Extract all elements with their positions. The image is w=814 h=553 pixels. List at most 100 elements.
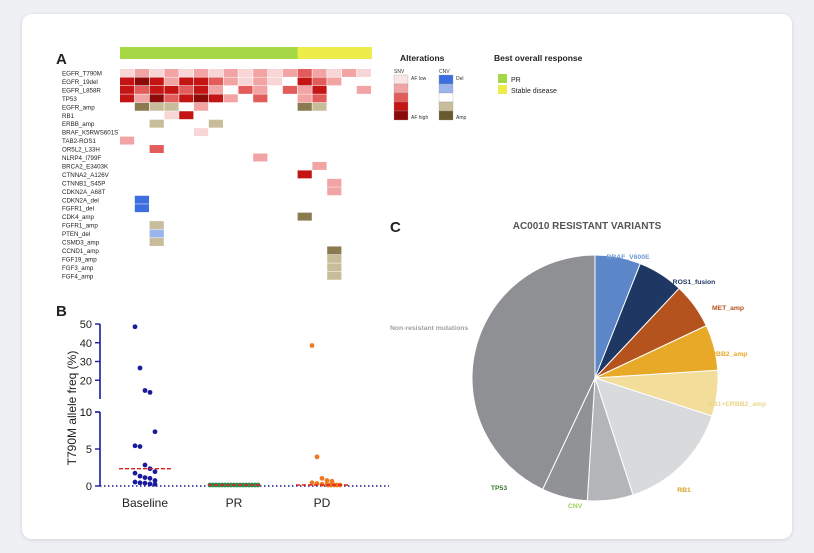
response-bar-cell xyxy=(297,47,313,59)
snv-swatch xyxy=(393,101,409,112)
data-point xyxy=(152,481,158,487)
cnv-swatch xyxy=(438,101,454,112)
data-point xyxy=(324,478,330,483)
oncoprint-cell xyxy=(194,102,209,111)
oncoprint-cell xyxy=(327,69,342,77)
oncoprint-cell xyxy=(120,85,135,94)
data-point xyxy=(137,473,143,479)
y-tick-label: 50 xyxy=(80,319,92,331)
del-label: Del xyxy=(456,76,464,82)
data-point xyxy=(314,454,320,460)
pie-slice-label: RB1+ERBB2_amp xyxy=(708,401,766,408)
gene-label: EGFR_19del xyxy=(62,79,98,86)
gene-label: BRCA2_E3403K xyxy=(62,163,109,170)
oncoprint-cell xyxy=(312,102,327,111)
oncoprint-cell xyxy=(297,77,312,86)
oncoprint-cell xyxy=(238,69,253,77)
data-point xyxy=(152,429,158,435)
oncoprint-cell xyxy=(297,94,312,103)
response-bar-cell xyxy=(134,47,150,59)
response-legend-label: PR xyxy=(511,77,521,84)
oncoprint-cell xyxy=(194,128,209,137)
data-point xyxy=(319,475,325,481)
data-point xyxy=(147,475,153,481)
pie-slice-label: CNV xyxy=(568,503,583,510)
data-point xyxy=(147,389,153,395)
data-point xyxy=(137,444,143,449)
snv-swatch xyxy=(393,110,409,121)
pie-slice xyxy=(594,377,713,496)
af-low-label: AF low xyxy=(411,76,427,82)
oncoprint-cell xyxy=(208,94,223,103)
oncoprint-cell xyxy=(312,69,327,77)
oncoprint-cell xyxy=(120,69,135,77)
gene-label: NLRP4_I799F xyxy=(62,155,101,162)
oncoprint-cell xyxy=(134,77,149,86)
gene-label: FGF19_amp xyxy=(62,256,97,263)
gene-label: TP53 xyxy=(62,96,77,103)
oncoprint-cell xyxy=(134,69,149,77)
panel-a-letter: A xyxy=(56,51,67,68)
oncoprint-cell xyxy=(297,85,312,94)
response-legend-swatch xyxy=(498,74,507,83)
panel-c-letter: C xyxy=(390,219,401,236)
oncoprint-cell xyxy=(164,102,179,111)
gene-label: FGF3_amp xyxy=(62,265,94,272)
snv-swatch xyxy=(393,92,409,103)
oncoprint-cell xyxy=(179,111,194,120)
data-point xyxy=(132,324,138,330)
gene-label: CTNNA2_A126V xyxy=(62,172,110,179)
response-bar-cell xyxy=(282,47,298,59)
oncoprint-cell xyxy=(194,85,209,94)
pie-slice-label: MET_amp xyxy=(712,305,744,312)
oncoprint-cell xyxy=(149,119,164,128)
oncoprint-cell xyxy=(238,77,253,86)
oncoprint-cell xyxy=(208,119,223,128)
response-title: Best overall response xyxy=(494,53,583,63)
figure-card: A EGFR_T790M EGFR_19del EGFR_L858R TP53 EGFR… xyxy=(22,14,792,539)
gene-label: FGF4_amp xyxy=(62,273,94,280)
oncoprint-cell xyxy=(312,77,327,86)
oncoprint-cell xyxy=(327,77,342,86)
data-point xyxy=(132,479,138,485)
response-bar-cell xyxy=(120,47,136,59)
x-category-label: PD xyxy=(314,496,331,510)
data-point xyxy=(152,478,158,483)
snv-swatches xyxy=(393,74,409,121)
oncoprint-cell xyxy=(134,94,149,103)
oncoprint-cell xyxy=(179,69,194,77)
af-high-label: AF high xyxy=(411,115,428,121)
response-legend-items: PR Stable disease xyxy=(498,74,557,95)
response-legend-swatch xyxy=(498,85,507,94)
y-tick-label: 5 xyxy=(86,444,92,456)
oncoprint-cell xyxy=(327,246,342,255)
oncoprint-cell xyxy=(134,85,149,94)
oncoprint-cell xyxy=(223,69,238,77)
snv-swatch xyxy=(393,74,409,85)
snv-label: SNV xyxy=(394,69,405,75)
data-point xyxy=(142,480,148,486)
gene-label: TAB2-ROS1 xyxy=(62,138,96,145)
y-tick-label: 20 xyxy=(80,375,92,387)
response-legend-label: Stable disease xyxy=(511,88,557,95)
pie-chart xyxy=(471,254,719,502)
oncoprint-cell xyxy=(268,77,283,86)
pie-slice-label: ERBB2_amp xyxy=(707,351,748,358)
oncoprint-cell xyxy=(223,77,238,86)
figure: A EGFR_T790MEGFR_19delEGFR_L858RTP53EGFR… xyxy=(56,47,766,510)
oncoprint-cell xyxy=(149,221,164,230)
oncoprint-cell xyxy=(253,77,268,86)
response-bar-cell xyxy=(194,47,210,59)
oncoprint-cell xyxy=(179,85,194,94)
oncoprint-cell xyxy=(327,178,342,187)
cnv-swatch xyxy=(438,92,454,103)
gene-label: FGFR1_amp xyxy=(62,223,98,230)
gene-label: ERBB_amp xyxy=(62,121,95,128)
gene-label: RB1 xyxy=(62,113,75,120)
gene-label: EGFR_T790M xyxy=(62,71,102,78)
oncoprint-cell xyxy=(194,94,209,103)
data-point xyxy=(147,481,153,487)
oncoprint-cell xyxy=(149,69,164,77)
